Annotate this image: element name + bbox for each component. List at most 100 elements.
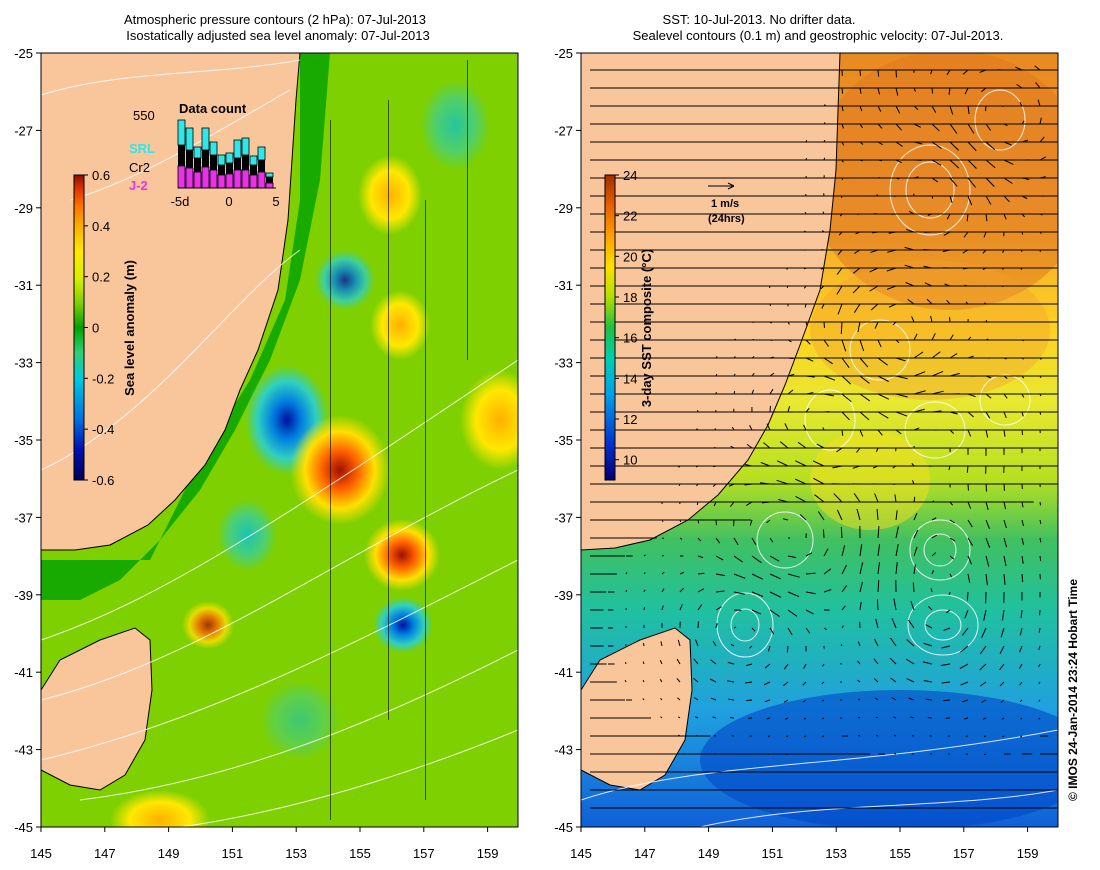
y-tick-label: -43 xyxy=(14,743,33,758)
inset-bar-srl xyxy=(257,146,266,161)
sst-colorbar-label: 3-day SST composite (°C) xyxy=(639,249,654,407)
inset-bar-cr2 xyxy=(194,158,201,172)
colorbar-tick-label: 0 xyxy=(92,321,99,336)
sla-colorbar xyxy=(73,174,85,481)
inset-legend-cr2: Cr2 xyxy=(129,160,150,175)
y-tick-label: -35 xyxy=(554,433,573,448)
inset-bar-srl xyxy=(177,119,186,146)
inset-bar-j2 xyxy=(241,169,250,189)
colorbar-tick-label: -0.4 xyxy=(92,422,114,437)
x-tick-label: 151 xyxy=(762,846,784,861)
colorbar-tick-label: 20 xyxy=(623,249,637,264)
inset-bar-cr2 xyxy=(226,163,233,174)
inset-bar-cr2 xyxy=(178,145,185,166)
copyright-notice: © IMOS 24-Jan-2014 23:24 Hobart Time xyxy=(1066,579,1080,801)
colorbar-tick-label: 12 xyxy=(623,412,637,427)
colorbar-tick-label: -0.2 xyxy=(92,371,114,386)
x-tick-label: 145 xyxy=(570,846,592,861)
y-tick-label: -29 xyxy=(554,201,573,216)
inset-bar-cr2 xyxy=(218,165,225,175)
inset-bar-j2 xyxy=(257,171,266,189)
y-tick-label: -29 xyxy=(14,201,33,216)
inset-bar-srl xyxy=(193,146,202,159)
y-tick-label: -37 xyxy=(554,510,573,525)
inset-xtick-0: 0 xyxy=(225,194,232,209)
inset-bar-j2 xyxy=(217,174,226,189)
inset-xtick-5: 5 xyxy=(272,194,279,209)
right-title-line1: SST: 10-Jul-2013. No drifter data. xyxy=(663,12,856,27)
inset-bar-srl xyxy=(265,172,274,178)
inset-xtick-neg5: -5d xyxy=(171,194,190,209)
velocity-scale-label: 1 m/s xyxy=(711,198,739,210)
colorbar-tick-label: 0.6 xyxy=(92,168,110,183)
inset-bar-j2 xyxy=(209,169,218,189)
sla-high-eddy xyxy=(290,415,390,525)
inset-bar-srl xyxy=(225,152,234,164)
inset-bar-srl xyxy=(233,139,242,159)
x-tick-label: 145 xyxy=(30,846,52,861)
inset-bar-j2 xyxy=(185,167,194,189)
left-tasmania xyxy=(41,627,153,791)
left-title-line1: Atmospheric pressure contours (2 hPa): 0… xyxy=(124,12,426,27)
colorbar-tick-label: 18 xyxy=(623,290,637,305)
colorbar-tick-label: -0.6 xyxy=(92,473,114,488)
inset-bar-cr2 xyxy=(186,150,193,168)
y-tick-label: -37 xyxy=(14,510,33,525)
y-tick-label: -33 xyxy=(14,356,33,371)
x-tick-label: 147 xyxy=(94,846,116,861)
y-tick-label: -31 xyxy=(554,278,573,293)
inset-bar-cr2 xyxy=(258,160,265,172)
y-tick-label: -25 xyxy=(554,46,573,61)
x-tick-label: 155 xyxy=(889,846,911,861)
inset-bar-j2 xyxy=(193,171,202,189)
inset-bar-j2 xyxy=(233,169,242,189)
inset-bar-srl xyxy=(201,127,210,151)
inset-legend-srl: SRL xyxy=(129,141,155,156)
x-tick-label: 159 xyxy=(477,846,499,861)
x-tick-label: 149 xyxy=(158,846,180,861)
y-tick-label: -39 xyxy=(14,588,33,603)
colorbar-tick-label: 0.4 xyxy=(92,219,110,234)
right-title-line2: Sealevel contours (0.1 m) and geostrophi… xyxy=(633,28,1004,43)
inset-bar-cr2 xyxy=(234,158,241,170)
y-tick-label: -43 xyxy=(554,743,573,758)
y-tick-label: -45 xyxy=(554,820,573,835)
colorbar-tick-label: 0.2 xyxy=(92,270,110,285)
inset-bar-srl xyxy=(185,127,194,151)
x-tick-label: 157 xyxy=(953,846,975,861)
inset-legend-j2: J-2 xyxy=(129,178,148,193)
x-tick-label: 155 xyxy=(349,846,371,861)
colorbar-tick-label: 16 xyxy=(623,331,637,346)
x-tick-label: 147 xyxy=(634,846,656,861)
y-tick-label: -41 xyxy=(14,665,33,680)
x-tick-label: 153 xyxy=(825,846,847,861)
colorbar-tick-label: 24 xyxy=(623,168,637,183)
y-tick-label: -35 xyxy=(14,433,33,448)
x-tick-label: 157 xyxy=(413,846,435,861)
sla-colorbar-label: Sea level anomaly (m) xyxy=(122,260,137,396)
inset-bar-cr2 xyxy=(250,165,257,175)
colorbar-tick-label: 10 xyxy=(623,453,637,468)
x-tick-label: 159 xyxy=(1017,846,1039,861)
colorbar-tick-label: 14 xyxy=(623,371,637,386)
inset-bar-j2 xyxy=(225,173,234,189)
y-tick-label: -41 xyxy=(554,665,573,680)
y-tick-label: -45 xyxy=(14,820,33,835)
inset-bar-srl xyxy=(209,141,218,156)
inset-bar-srl xyxy=(249,155,258,166)
inset-bar-srl xyxy=(241,137,250,156)
inset-bar-cr2 xyxy=(202,150,209,167)
velocity-scale: 1 m/s (24hrs) xyxy=(708,182,745,225)
velocity-scale-sublabel: (24hrs) xyxy=(708,213,745,225)
y-tick-label: -25 xyxy=(14,46,33,61)
y-tick-label: -39 xyxy=(554,588,573,603)
x-tick-label: 149 xyxy=(698,846,720,861)
inset-bar-j2 xyxy=(249,174,258,189)
x-tick-label: 153 xyxy=(285,846,307,861)
y-tick-label: -27 xyxy=(14,123,33,138)
inset-title: Data count xyxy=(179,101,247,116)
sst-colorbar xyxy=(604,174,616,481)
inset-bar-j2 xyxy=(177,165,186,189)
right-tasmania xyxy=(581,627,693,791)
